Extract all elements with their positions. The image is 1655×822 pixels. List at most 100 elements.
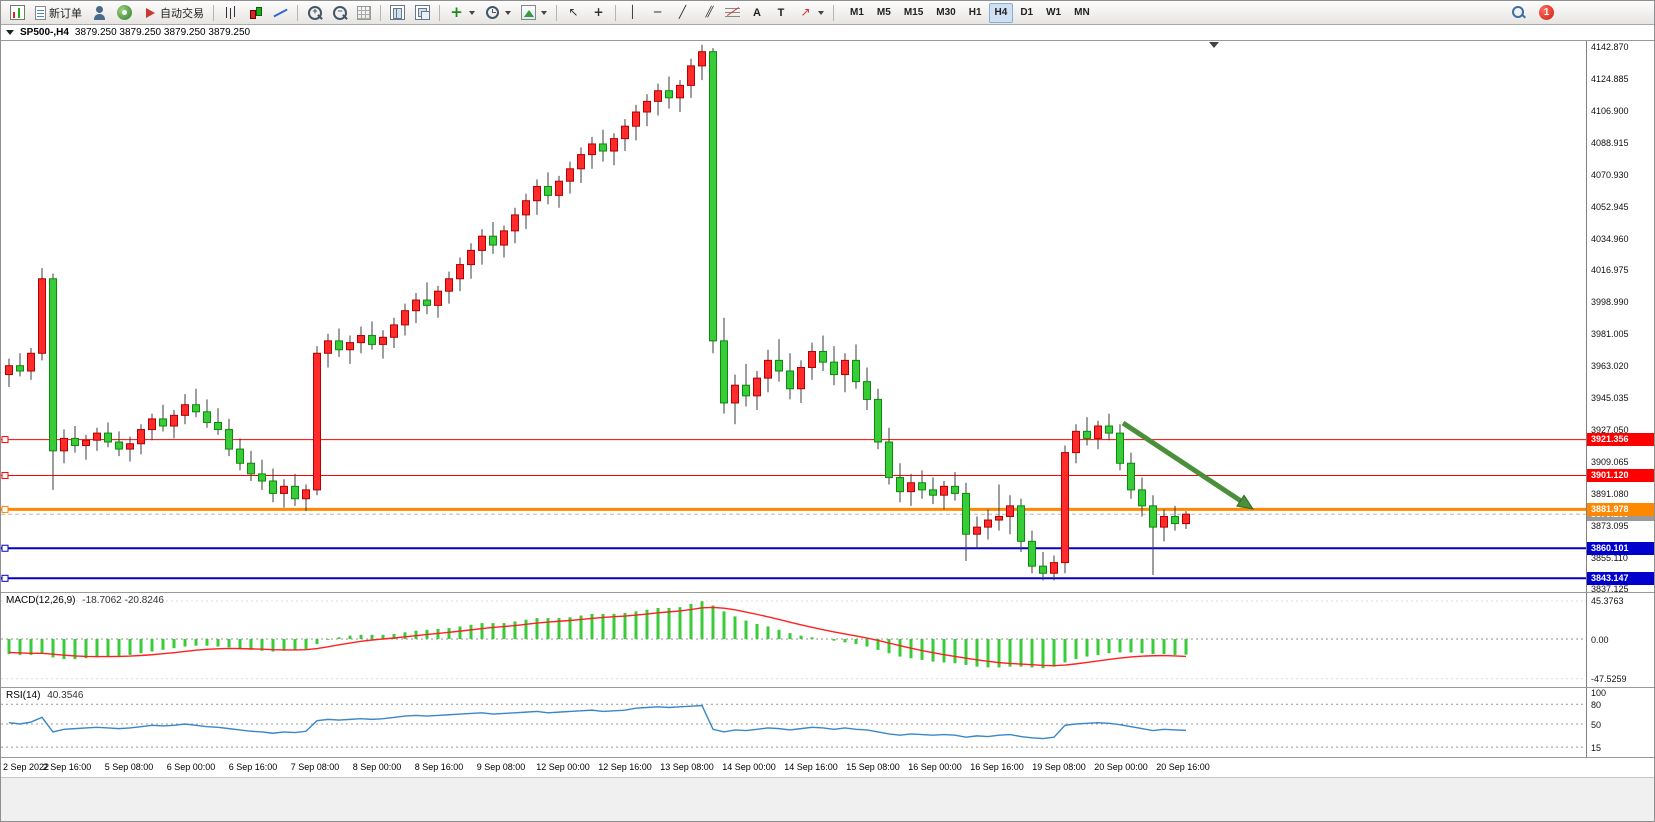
- vertical-line-button[interactable]: [620, 3, 645, 23]
- price-tick: 3963.020: [1591, 361, 1629, 372]
- new-chart-icon: [10, 5, 25, 20]
- crosshair-button[interactable]: [586, 3, 611, 23]
- fibonacci-button[interactable]: [720, 3, 745, 23]
- person-icon: [92, 5, 107, 20]
- add-indicator-icon: [449, 5, 464, 20]
- grid-button[interactable]: [352, 3, 376, 23]
- rsi-axis[interactable]: 100 80 50 15: [1586, 688, 1654, 757]
- cascade-windows-button[interactable]: [410, 3, 435, 23]
- chart-shift-marker[interactable]: [1209, 42, 1219, 48]
- search-button[interactable]: [1506, 3, 1531, 23]
- cursor-button[interactable]: [561, 3, 586, 23]
- main-chart-panel: 4142.870 4124.885 4106.900 4088.915 4070.930…: [1, 41, 1654, 592]
- time-tick: 14 Sep 16:00: [784, 762, 838, 772]
- timeframe-h1[interactable]: H1: [968, 7, 982, 18]
- price-tick: 4124.885: [1591, 74, 1629, 84]
- price-tick: 4070.930: [1591, 169, 1629, 180]
- channel-icon: [700, 5, 715, 20]
- price-tick: 3998.990: [1591, 297, 1629, 308]
- chevron-down-icon: [469, 10, 475, 15]
- clock-icon: [486, 6, 499, 19]
- auto-trading-button[interactable]: 自动交易: [137, 3, 209, 23]
- zoom-in-button[interactable]: [302, 3, 327, 23]
- add-indicator-button[interactable]: [444, 3, 480, 23]
- search-icon: [1511, 5, 1526, 20]
- price-tag: 3881.978: [1587, 502, 1654, 516]
- navigator-button[interactable]: [87, 3, 112, 23]
- ohlc-quotes: 3879.250 3879.250 3879.250 3879.250: [74, 27, 251, 38]
- trendline-button[interactable]: [670, 3, 695, 23]
- rsi-tick: 15: [1591, 742, 1602, 753]
- tile-windows-button[interactable]: [385, 3, 410, 23]
- symbol-title: SP500-,H4: [20, 27, 69, 38]
- toolbar-separator: [439, 4, 440, 21]
- crosshair-icon: [591, 5, 606, 20]
- toolbar-separator: [833, 4, 834, 21]
- timeframe-mn[interactable]: MN: [1074, 7, 1090, 18]
- template-icon: [521, 5, 536, 20]
- price-tick: 3909.065: [1591, 456, 1629, 467]
- horizontal-line-icon: [650, 5, 665, 20]
- time-axis[interactable]: 2 Sep 2022 2 Sep 16:00 5 Sep 08:00 6 Sep 00…: [1, 757, 1654, 777]
- new-order-button[interactable]: 新订单: [30, 3, 87, 23]
- macd-axis[interactable]: 45.3763 0.00 -47.5259: [1586, 593, 1654, 687]
- timeframe-m15[interactable]: M15: [903, 7, 924, 18]
- line-chart-icon: [273, 5, 288, 20]
- chevron-down-icon: [818, 10, 824, 15]
- fibonacci-icon: [725, 5, 740, 20]
- zoom-in-icon: [307, 5, 322, 20]
- toolbar-right-group: 1: [1506, 3, 1554, 23]
- price-tick: 3837.125: [1591, 584, 1629, 592]
- channel-button[interactable]: [695, 3, 720, 23]
- price-tag: 3860.101: [1587, 541, 1654, 555]
- text-tool-button[interactable]: A: [745, 3, 769, 23]
- candle-chart-button[interactable]: [243, 3, 268, 23]
- rsi-chart[interactable]: [1, 688, 1586, 757]
- time-tick: 7 Sep 08:00: [290, 762, 340, 772]
- price-tick: 3855.110: [1591, 552, 1628, 563]
- sound-icon: [117, 5, 132, 20]
- price-tick: 4142.870: [1591, 42, 1629, 53]
- bar-chart-button[interactable]: [218, 3, 243, 23]
- price-tick: 3891.080: [1591, 488, 1629, 499]
- time-tick: 14 Sep 00:00: [722, 762, 776, 772]
- time-tick: 20 Sep 00:00: [1094, 762, 1148, 772]
- new-chart-button[interactable]: [5, 3, 30, 23]
- zoom-out-button[interactable]: [327, 3, 352, 23]
- sound-button[interactable]: [112, 3, 137, 23]
- cursor-icon: [566, 5, 581, 20]
- candlestick-chart[interactable]: [1, 41, 1586, 592]
- price-tick: 4088.915: [1591, 137, 1629, 148]
- timeframe-m1[interactable]: M1: [850, 7, 864, 18]
- rsi-panel: RSI(14) 40.3546 100 80 50 15: [1, 687, 1654, 757]
- template-button[interactable]: [516, 3, 552, 23]
- price-tick: 4052.945: [1591, 201, 1629, 212]
- timeframe-m30[interactable]: M30: [936, 7, 956, 18]
- label-tool-button[interactable]: T: [769, 3, 793, 23]
- cascade-windows-icon: [415, 5, 430, 20]
- arrows-tool-button[interactable]: [793, 3, 829, 23]
- chart-title-bar: SP500-,H4 3879.250 3879.250 3879.250 387…: [1, 25, 1654, 41]
- rsi-label: RSI(14) 40.3546: [6, 690, 83, 701]
- toolbar-separator: [615, 4, 616, 21]
- macd-title: MACD(12,26,9): [6, 595, 76, 606]
- period-button[interactable]: [480, 3, 516, 23]
- time-tick: 8 Sep 00:00: [352, 762, 402, 772]
- time-tick: 19 Sep 08:00: [1032, 762, 1086, 772]
- one-click-trading-toggle-icon[interactable]: [6, 30, 14, 35]
- timeframe-d1[interactable]: D1: [1020, 7, 1034, 18]
- timeframe-w1[interactable]: W1: [1046, 7, 1062, 18]
- timeframe-m5[interactable]: M5: [876, 7, 891, 18]
- horizontal-line-button[interactable]: [645, 3, 670, 23]
- macd-chart[interactable]: [1, 593, 1586, 687]
- notification-badge[interactable]: 1: [1539, 5, 1554, 20]
- timeframe-h4[interactable]: H4: [988, 2, 1014, 23]
- macd-tick: 0.00: [1591, 634, 1609, 645]
- price-tick: 4016.975: [1591, 265, 1629, 276]
- bar-chart-icon: [223, 5, 238, 20]
- price-axis[interactable]: 4142.870 4124.885 4106.900 4088.915 4070.930…: [1586, 41, 1654, 592]
- label-tool-icon: T: [777, 6, 785, 19]
- line-chart-button[interactable]: [268, 3, 293, 23]
- rsi-tick: 80: [1591, 699, 1602, 710]
